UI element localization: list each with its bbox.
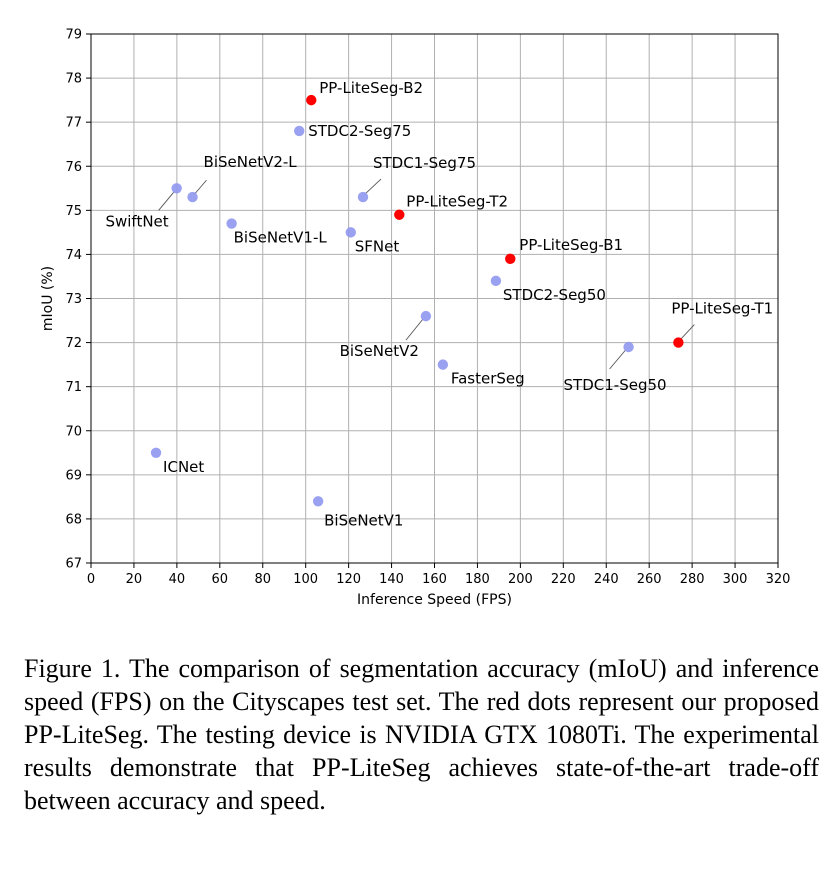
leader-line xyxy=(609,349,626,370)
baseline-point xyxy=(420,310,432,322)
baseline-point xyxy=(623,341,634,353)
y-tick-label: 68 xyxy=(65,512,82,527)
figure-caption: Figure 1. The comparison of segmentation… xyxy=(24,654,819,815)
x-tick-label: 260 xyxy=(637,572,662,587)
proposed-point xyxy=(505,253,516,265)
x-tick-label: 240 xyxy=(594,572,619,587)
x-axis-ticks: 0 20 40 60 80 100 120 140 160 180 200 220 240 260 280 3… xyxy=(87,563,791,587)
x-tick-label: 300 xyxy=(723,572,748,587)
baseline-point xyxy=(226,218,237,229)
point-label: FasterSeg xyxy=(451,370,525,388)
y-tick-label: 79 xyxy=(65,28,82,43)
baseline-point xyxy=(187,191,198,203)
point-label: PP-LiteSeg-B2 xyxy=(319,79,423,97)
baseline-point xyxy=(490,275,502,287)
point-label: STDC1-Seg50 xyxy=(564,376,667,394)
leader-line xyxy=(680,324,695,340)
point-label: PP-LiteSeg-B1 xyxy=(519,236,623,254)
grid-lines xyxy=(90,33,779,564)
point-label: PP-LiteSeg-T2 xyxy=(406,193,508,211)
point-label: STDC1-Seg75 xyxy=(373,154,476,172)
point-label: BiSeNetV2 xyxy=(340,342,419,360)
x-tick-label: 20 xyxy=(126,572,143,587)
baseline-point xyxy=(171,183,182,194)
point-label: STDC2-Seg50 xyxy=(503,286,606,304)
x-tick-label: 0 xyxy=(87,572,95,587)
x-tick-label: 200 xyxy=(508,572,533,587)
x-tick-label: 40 xyxy=(169,572,186,587)
y-tick-label: 69 xyxy=(65,468,82,483)
y-tick-label: 67 xyxy=(65,557,82,572)
y-tick-label: 70 xyxy=(65,424,82,439)
point-label: ICNet xyxy=(163,458,204,476)
y-tick-label: 78 xyxy=(65,72,82,87)
x-tick-label: 160 xyxy=(422,572,447,587)
x-tick-label: 280 xyxy=(680,572,705,587)
point-label: BiSeNetV1-L xyxy=(234,229,328,247)
point-label: PP-LiteSeg-T1 xyxy=(671,300,773,318)
proposed-point xyxy=(394,209,405,220)
proposed-point xyxy=(673,337,684,348)
baseline-point xyxy=(357,191,369,203)
point-label: SwiftNet xyxy=(105,212,168,230)
x-axis-label: Inference Speed (FPS) xyxy=(357,592,512,608)
y-axis-ticks: 67 68 69 70 71 72 73 74 75 76 77 78 79 xyxy=(65,28,91,572)
x-tick-label: 220 xyxy=(551,572,576,587)
x-tick-label: 180 xyxy=(465,572,490,587)
point-label: SFNet xyxy=(355,237,400,255)
y-tick-label: 77 xyxy=(65,116,82,131)
label-leader-lines xyxy=(158,178,695,370)
data-points xyxy=(150,94,684,507)
leader-line xyxy=(194,179,207,195)
proposed-point xyxy=(306,94,317,106)
baseline-point xyxy=(150,447,162,458)
baseline-point xyxy=(312,496,324,507)
baseline-point xyxy=(437,359,449,370)
x-tick-label: 60 xyxy=(212,572,229,587)
point-label: BiSeNetV2-L xyxy=(204,153,298,171)
x-tick-label: 320 xyxy=(766,572,791,587)
x-tick-label: 120 xyxy=(336,572,361,587)
x-tick-label: 140 xyxy=(379,572,404,587)
y-tick-label: 74 xyxy=(65,248,82,263)
baseline-point xyxy=(294,125,305,137)
point-label: BiSeNetV1 xyxy=(324,511,403,529)
y-tick-label: 71 xyxy=(65,380,82,395)
y-axis-label: mIoU (%) xyxy=(40,266,56,331)
x-tick-label: 80 xyxy=(254,572,271,587)
y-tick-label: 76 xyxy=(65,160,82,175)
baseline-point xyxy=(345,227,356,238)
point-labels: PP-LiteSeg-B2 STDC2-Seg75 BiSeNetV2-L Swift… xyxy=(105,79,773,529)
leader-line xyxy=(405,318,424,341)
y-tick-label: 73 xyxy=(65,292,82,307)
point-label: STDC2-Seg75 xyxy=(308,122,411,140)
y-tick-label: 72 xyxy=(65,336,82,351)
leader-line xyxy=(158,192,175,211)
leader-line xyxy=(364,178,382,195)
y-tick-label: 75 xyxy=(65,204,82,219)
x-tick-label: 100 xyxy=(293,572,318,587)
scatter-chart: 0 20 40 60 80 100 120 140 160 180 200 220 240 260 280 3… xyxy=(40,28,791,609)
